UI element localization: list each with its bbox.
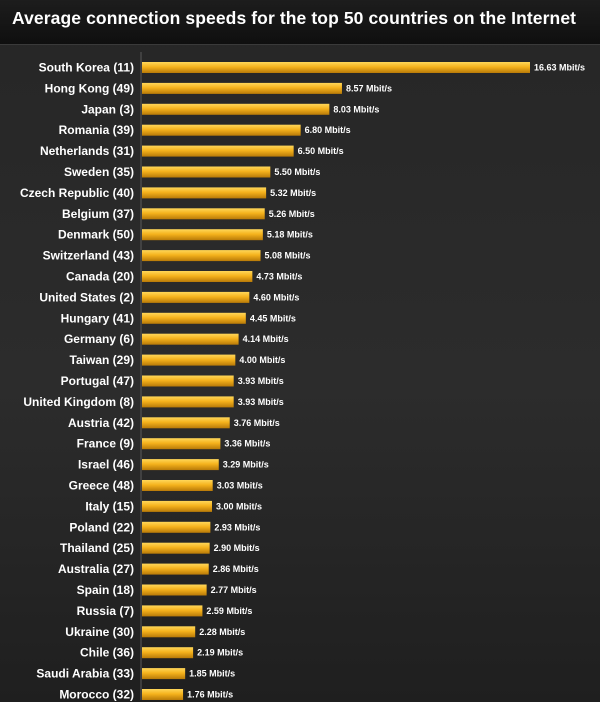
category-label: Denmark (50)	[58, 228, 134, 242]
value-label: 5.50 Mbit/s	[274, 167, 320, 177]
value-label: 3.36 Mbit/s	[224, 439, 270, 449]
value-label: 5.32 Mbit/s	[270, 188, 316, 198]
category-label: Hong Kong (49)	[45, 81, 134, 95]
category-label: Israel (46)	[78, 458, 134, 472]
value-label: 4.45 Mbit/s	[250, 313, 296, 323]
category-label: Hungary (41)	[61, 311, 134, 325]
value-label: 6.80 Mbit/s	[305, 125, 351, 135]
value-label: 4.14 Mbit/s	[243, 334, 289, 344]
category-label: Russia (7)	[77, 604, 134, 618]
bar	[142, 187, 267, 199]
category-label: Italy (15)	[85, 499, 134, 513]
bar	[142, 145, 294, 157]
value-label: 5.26 Mbit/s	[269, 209, 315, 219]
bar	[142, 396, 234, 408]
bar	[142, 208, 265, 220]
bar	[142, 584, 207, 596]
category-label: Netherlands (31)	[40, 144, 134, 158]
bar	[142, 542, 210, 554]
value-label: 2.77 Mbit/s	[211, 585, 257, 595]
category-label: Thailand (25)	[60, 541, 134, 555]
bar	[142, 375, 234, 387]
value-label: 3.29 Mbit/s	[223, 460, 269, 470]
value-label: 8.03 Mbit/s	[333, 104, 379, 114]
value-label: 2.86 Mbit/s	[213, 564, 259, 574]
category-label: Australia (27)	[58, 562, 134, 576]
category-label: Belgium (37)	[62, 207, 134, 221]
value-label: 6.50 Mbit/s	[298, 146, 344, 156]
bar	[142, 333, 239, 345]
bar	[142, 82, 342, 94]
bar	[142, 291, 250, 303]
category-label: Greece (48)	[69, 479, 134, 493]
value-label: 3.76 Mbit/s	[234, 418, 280, 428]
value-label: 2.19 Mbit/s	[197, 648, 243, 658]
bar	[142, 438, 221, 450]
category-label: Sweden (35)	[64, 165, 134, 179]
bar	[142, 312, 246, 324]
value-label: 2.90 Mbit/s	[214, 543, 260, 553]
category-label: United States (2)	[39, 290, 134, 304]
value-label: 3.00 Mbit/s	[216, 501, 262, 511]
category-label: Germany (6)	[64, 332, 134, 346]
value-label: 4.73 Mbit/s	[256, 272, 302, 282]
category-label: Taiwan (29)	[70, 353, 134, 367]
bar	[142, 229, 263, 241]
value-label: 8.57 Mbit/s	[346, 83, 392, 93]
value-label: 1.85 Mbit/s	[189, 669, 235, 679]
value-label: 2.28 Mbit/s	[199, 627, 245, 637]
value-label: 2.93 Mbit/s	[214, 522, 260, 532]
bar	[142, 605, 203, 617]
category-label: Ukraine (30)	[65, 625, 134, 639]
category-label: Romania (39)	[59, 123, 134, 137]
value-label: 1.76 Mbit/s	[187, 690, 233, 700]
value-label: 5.18 Mbit/s	[267, 230, 313, 240]
title-bar: Average connection speeds for the top 50…	[0, 0, 600, 45]
category-label: France (9)	[77, 437, 134, 451]
category-label: Czech Republic (40)	[20, 186, 134, 200]
value-label: 3.93 Mbit/s	[238, 397, 284, 407]
category-label: Morocco (32)	[59, 688, 134, 702]
category-label: Austria (42)	[68, 416, 134, 430]
bar	[142, 417, 230, 429]
bar	[142, 626, 196, 638]
value-label: 4.00 Mbit/s	[239, 355, 285, 365]
value-label: 4.60 Mbit/s	[253, 292, 299, 302]
bar-chart: South Korea (11) 16.63 Mbit/s Hong Kong (4…	[20, 52, 585, 702]
category-label: United Kingdom (8)	[23, 395, 134, 409]
value-label: 5.08 Mbit/s	[265, 251, 311, 261]
bar	[142, 62, 530, 73]
category-label: South Korea (11)	[39, 61, 134, 75]
value-label: 3.93 Mbit/s	[238, 376, 284, 386]
category-label: Switzerland (43)	[43, 249, 134, 263]
chart-title: Average connection speeds for the top 50…	[12, 8, 577, 28]
bar	[142, 459, 219, 471]
category-label: Japan (3)	[81, 102, 134, 116]
bar	[142, 521, 211, 533]
bar	[142, 563, 209, 575]
bar	[142, 689, 184, 700]
category-label: Poland (22)	[69, 520, 134, 534]
bar	[142, 124, 301, 136]
value-label: 2.59 Mbit/s	[206, 606, 252, 616]
category-label: Chile (36)	[80, 646, 134, 660]
bar	[142, 354, 236, 366]
bar	[142, 166, 271, 178]
bars-layer: South Korea (11) 16.63 Mbit/s Hong Kong (4…	[20, 61, 585, 702]
bar	[142, 647, 194, 659]
category-label: Spain (18)	[77, 583, 134, 597]
category-label: Portugal (47)	[61, 374, 134, 388]
category-label: Saudi Arabia (33)	[36, 667, 134, 681]
value-label: 16.63 Mbit/s	[534, 63, 585, 73]
bar	[142, 500, 212, 512]
category-label: Canada (20)	[66, 270, 134, 284]
bar	[142, 668, 186, 680]
value-label: 3.03 Mbit/s	[217, 481, 263, 491]
bar	[142, 103, 330, 115]
bar	[142, 250, 261, 262]
bar	[142, 271, 253, 282]
bar	[142, 480, 213, 491]
